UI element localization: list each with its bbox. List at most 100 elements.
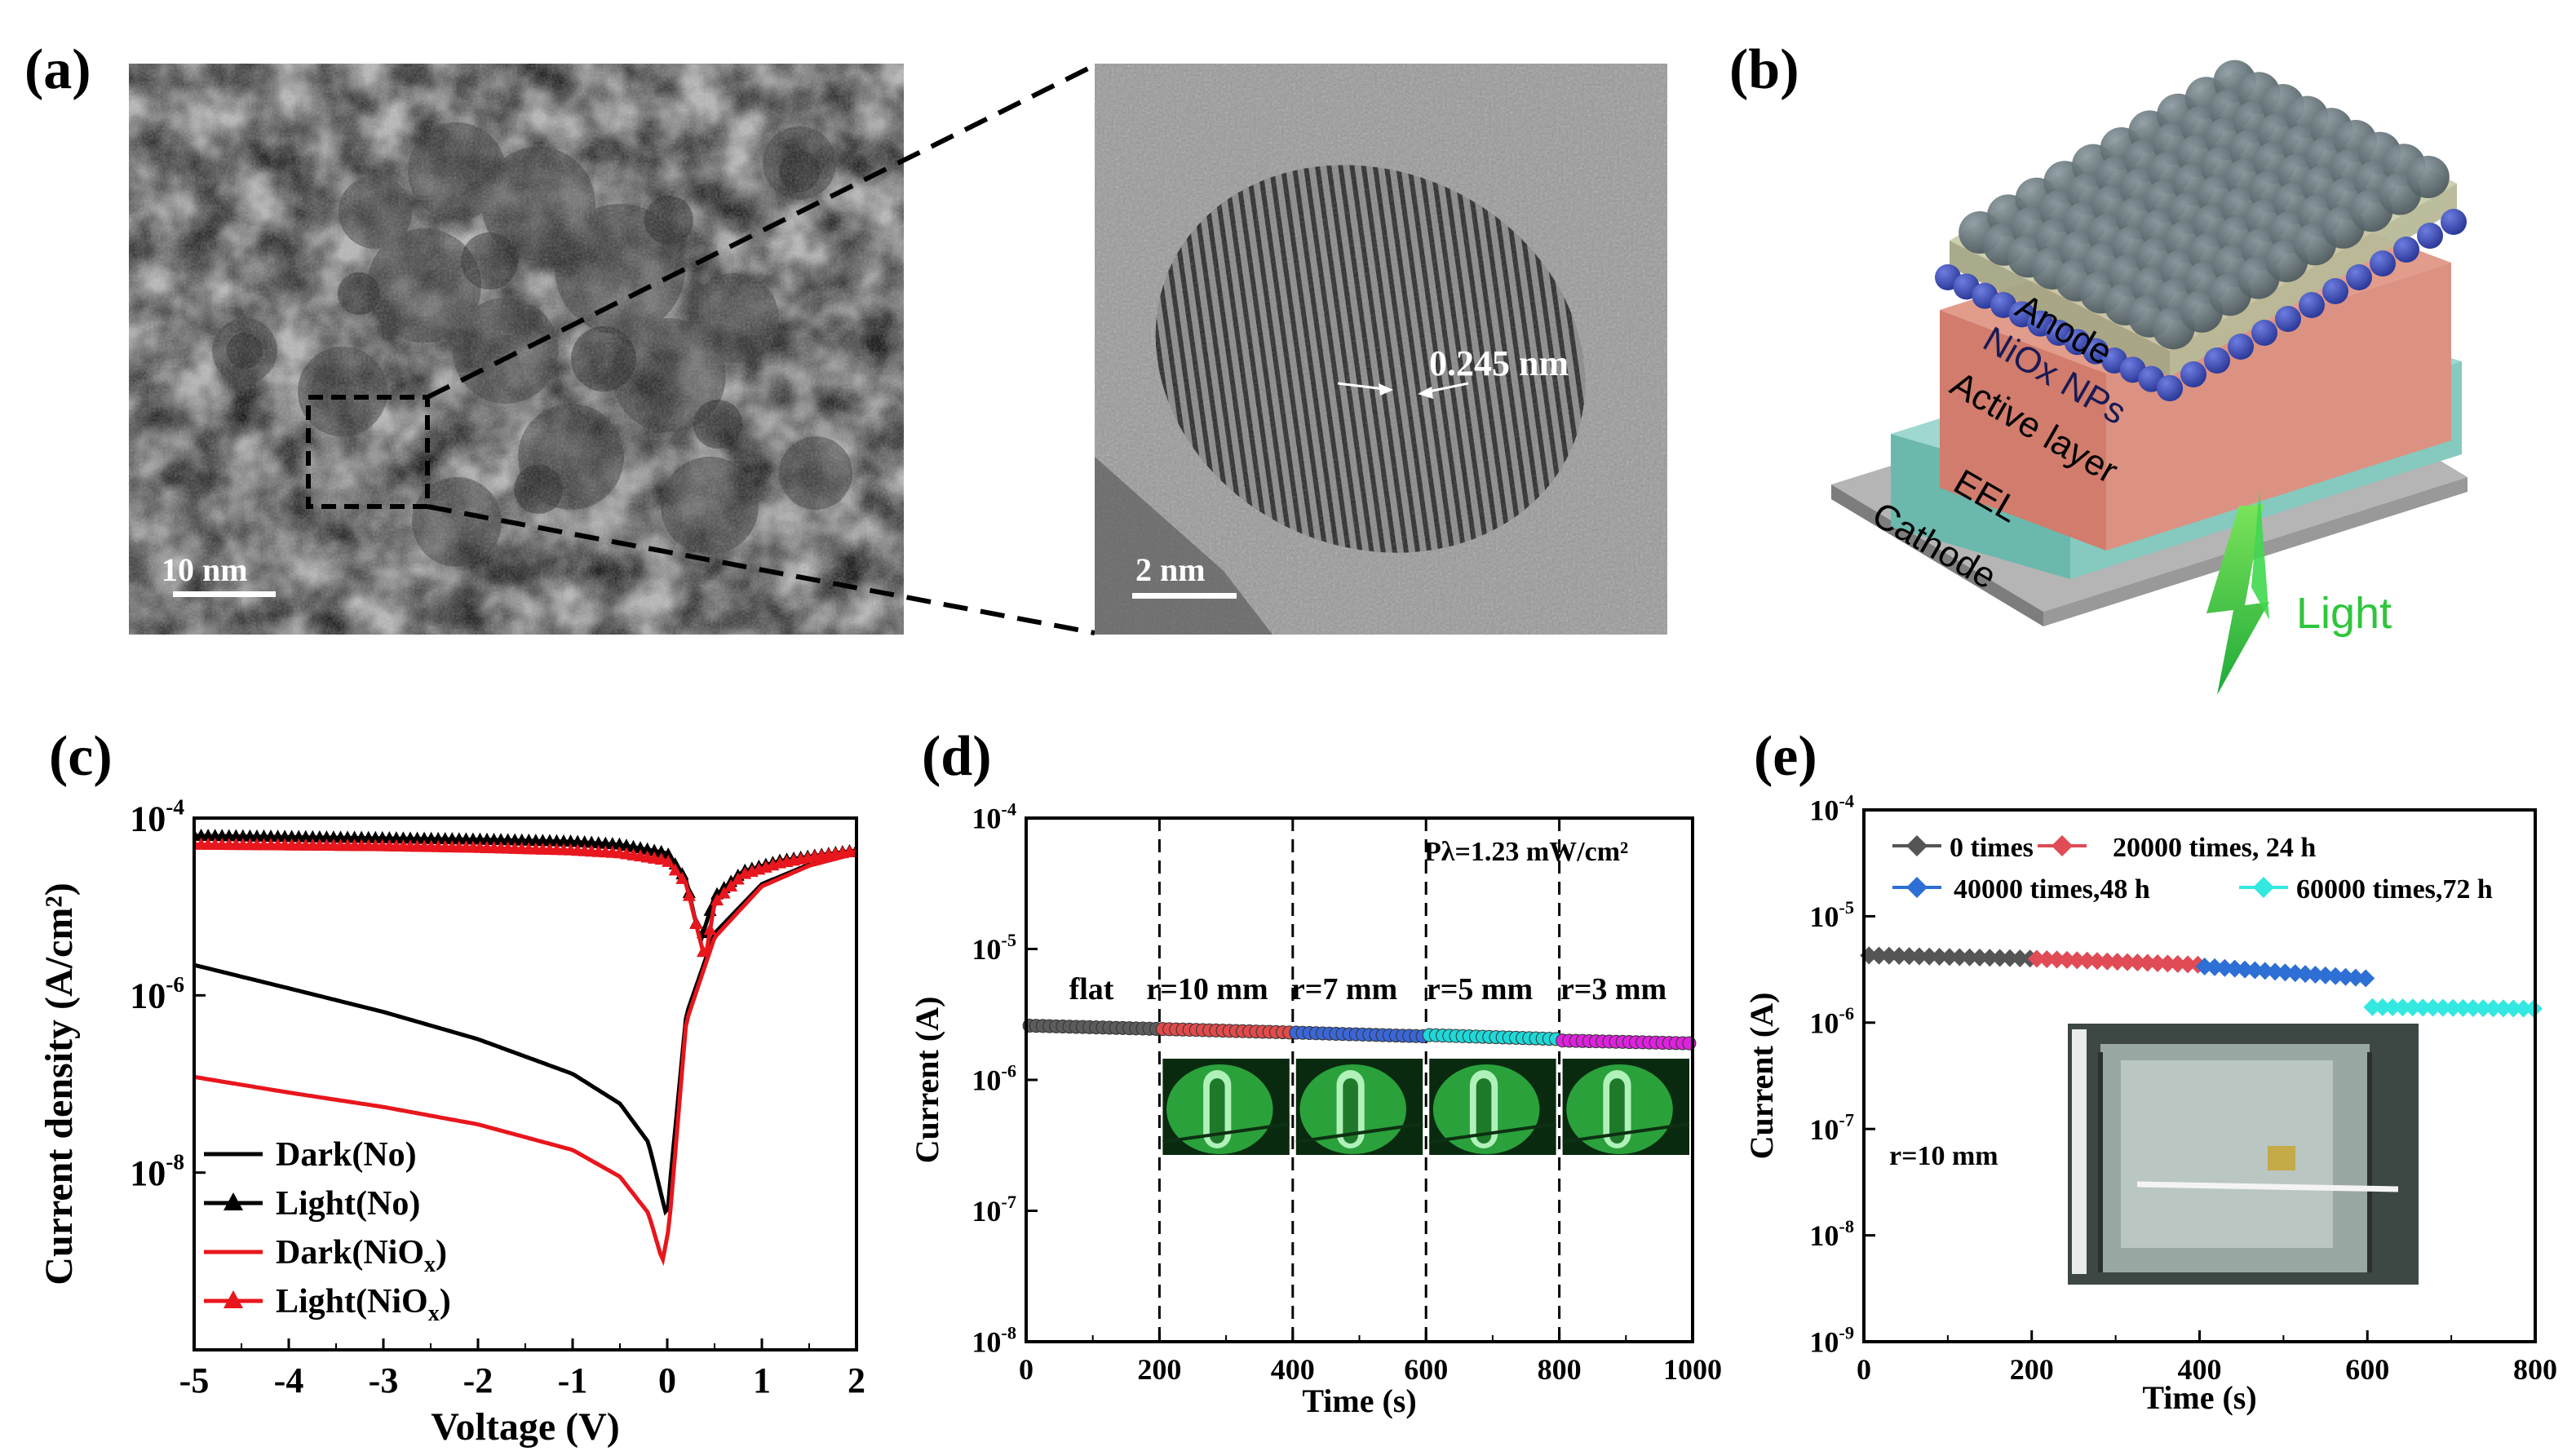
legend-marker <box>2253 877 2274 898</box>
x-axis-label: Time (s) <box>1302 1382 1416 1419</box>
y-tick-label: 10-4 <box>130 795 184 839</box>
x-tick-label: 1 <box>753 1360 771 1400</box>
y-tick-label: 10-7 <box>972 1192 1016 1228</box>
scale-bar-lowmag <box>173 591 276 597</box>
data-point <box>2504 999 2523 1018</box>
data-point <box>1981 949 1999 967</box>
legend-marker <box>2052 835 2073 856</box>
data-point <box>2514 999 2533 1018</box>
radius-label: r=10 mm <box>1889 1141 1998 1171</box>
legend-label: Light(NiOx) <box>276 1283 451 1326</box>
nanoparticle-edge <box>2370 250 2396 276</box>
x-tick-label: 400 <box>1271 1353 1315 1386</box>
y-tick-label: 10-9 <box>1809 1322 1854 1358</box>
legend-marker <box>224 1290 243 1308</box>
x-tick-label: -4 <box>274 1360 304 1400</box>
data-point <box>2296 965 2315 984</box>
region-label: r=7 mm <box>1291 972 1397 1006</box>
x-tick-label: 0 <box>1019 1353 1033 1386</box>
series-marker <box>710 893 724 906</box>
data-point <box>2484 999 2503 1018</box>
data-point <box>2068 951 2087 970</box>
series-line-Dark(NiOx) <box>194 851 856 1267</box>
data-point <box>2363 998 2382 1016</box>
nanoparticle-edge <box>2393 237 2419 263</box>
bending-photo <box>1562 1059 1690 1155</box>
zoom-selection-box <box>306 395 430 509</box>
data-point <box>1990 949 2009 967</box>
data-point <box>2423 998 2442 1017</box>
data-point <box>2038 949 2056 968</box>
legend-marker <box>1906 835 1928 856</box>
scale-label-hrtem: 2 nm <box>1135 551 1206 588</box>
bending-photo <box>1162 1059 1290 1155</box>
legend-label: 20000 times, 24 h <box>2113 833 2316 863</box>
nanoparticles <box>1935 60 2467 401</box>
nanoparticle-edge <box>2251 320 2277 346</box>
data-point <box>2087 952 2106 971</box>
series-marker <box>696 944 710 958</box>
data-point <box>2246 961 2264 980</box>
data-point <box>2215 958 2234 977</box>
x-tick-label: 2 <box>848 1360 865 1400</box>
data-point <box>2047 950 2066 969</box>
panel-a-letter: (a) <box>24 38 91 101</box>
x-tick-label: 200 <box>2010 1353 2054 1386</box>
nanoparticle-edge <box>2299 292 2325 318</box>
legend-label: 60000 times,72 h <box>2296 874 2493 905</box>
data-point <box>2463 999 2482 1018</box>
tem-image-hrtem <box>1095 64 1667 635</box>
plot-area <box>194 828 856 1267</box>
panel-e-letter: (e) <box>1754 725 1817 788</box>
data-point <box>1950 948 1969 967</box>
legend-label: 40000 times,48 h <box>1954 874 2150 905</box>
panel-c: (c) -5 -4 -3 -2 -1 0 1 2 10-4 10-6 10-8 Voltage (V)… <box>38 725 865 1449</box>
region-label: r=5 mm <box>1427 972 1533 1006</box>
lattice-spacing-label: 0.245 nm <box>1429 343 1569 383</box>
data-point <box>2403 998 2422 1017</box>
series-line-Light(NiOx) <box>194 843 856 958</box>
y-tick-label: 10-4 <box>972 798 1016 834</box>
region-label: r=3 mm <box>1560 972 1666 1006</box>
data-point <box>1970 949 1989 967</box>
data-point <box>1930 948 1949 967</box>
power-label: Pλ=1.23 mW/cm² <box>1424 837 1628 867</box>
y-axis-label: Current (A) <box>1743 993 1780 1160</box>
light-bolt-icon <box>2206 504 2269 695</box>
bending-photo <box>1295 1059 1423 1155</box>
legend: Dark(No) Light(No) Dark(NiOx) Light(NiOx) <box>204 1136 451 1326</box>
tem-image-lowmag <box>129 64 904 635</box>
nanoparticle-edge <box>2322 278 2348 304</box>
y-tick-label: 10-8 <box>130 1149 184 1193</box>
data-point <box>2346 968 2365 987</box>
y-tick-label: 10-5 <box>972 930 1016 966</box>
data-point <box>2118 953 2137 971</box>
y-tick-label: 10-6 <box>972 1060 1016 1096</box>
data-point <box>1890 947 1909 966</box>
y-tick-label: 10-6 <box>130 972 184 1016</box>
data-point <box>2326 967 2345 985</box>
data-point <box>2108 953 2127 971</box>
light-label: Light <box>2296 589 2392 638</box>
y-tick-label: 10-5 <box>1809 897 1854 933</box>
data-point <box>2316 966 2335 984</box>
nanoparticle-edge <box>2157 375 2183 401</box>
series-marker <box>682 888 696 901</box>
data-point <box>2276 963 2295 982</box>
data-point <box>1940 948 1959 967</box>
series-marker <box>731 872 745 885</box>
data-point <box>2001 949 2020 967</box>
data-point <box>2414 998 2432 1017</box>
data-point <box>2158 954 2177 973</box>
x-tick-label: 0 <box>1857 1353 1871 1386</box>
data-point <box>2138 953 2157 972</box>
data-point <box>2336 967 2355 986</box>
data-point <box>2078 951 2096 970</box>
data-point <box>2373 998 2392 1016</box>
data-point <box>2011 949 2029 968</box>
nanoparticle-edge <box>2204 347 2230 374</box>
data-point <box>2206 958 2224 976</box>
data-point <box>1920 947 1939 966</box>
panel-b-letter: (b) <box>1729 38 1799 101</box>
region-label: flat <box>1069 972 1114 1006</box>
